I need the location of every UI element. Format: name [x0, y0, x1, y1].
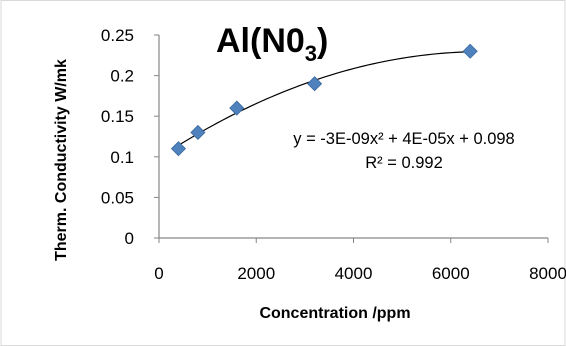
- chart-title-main: Al(N0: [216, 22, 305, 60]
- x-tick-label: 6000: [432, 264, 470, 283]
- x-tick-label: 0: [154, 264, 163, 283]
- data-point: [307, 76, 323, 92]
- x-tick-label: 2000: [237, 264, 275, 283]
- y-tick-label: 0.25: [101, 26, 134, 45]
- data-point: [462, 43, 478, 59]
- y-tick-label: 0.1: [110, 148, 134, 167]
- y-tick-label: 0.05: [101, 188, 134, 207]
- x-tick-label: 4000: [335, 264, 373, 283]
- data-points: [170, 43, 478, 157]
- x-tick-label: 8000: [529, 264, 566, 283]
- y-axis-title: Therm. Conductivity W/mk: [53, 59, 70, 261]
- y-tick-label: 0: [125, 229, 134, 248]
- data-point: [190, 124, 206, 141]
- trendline: [178, 51, 471, 146]
- trendline-equation: y = -3E-09x² + 4E-05x + 0.098: [293, 130, 515, 148]
- y-tick-label: 0.15: [101, 107, 134, 126]
- data-point: [229, 100, 245, 116]
- x-axis-ticks: 0 2000 4000 6000 8000: [154, 238, 566, 283]
- y-axis-ticks: 0 0.05 0.1 0.15 0.2 0.25: [101, 26, 159, 248]
- r-squared-label: R² = 0.992: [365, 154, 443, 172]
- x-axis-title: Concentration /ppm: [259, 305, 410, 322]
- chart-title: Al(N03): [216, 22, 328, 66]
- chart-title-subscript: 3: [305, 41, 317, 66]
- y-tick-label: 0.2: [110, 67, 134, 86]
- data-point: [170, 141, 187, 157]
- chart-title-close: ): [317, 22, 328, 60]
